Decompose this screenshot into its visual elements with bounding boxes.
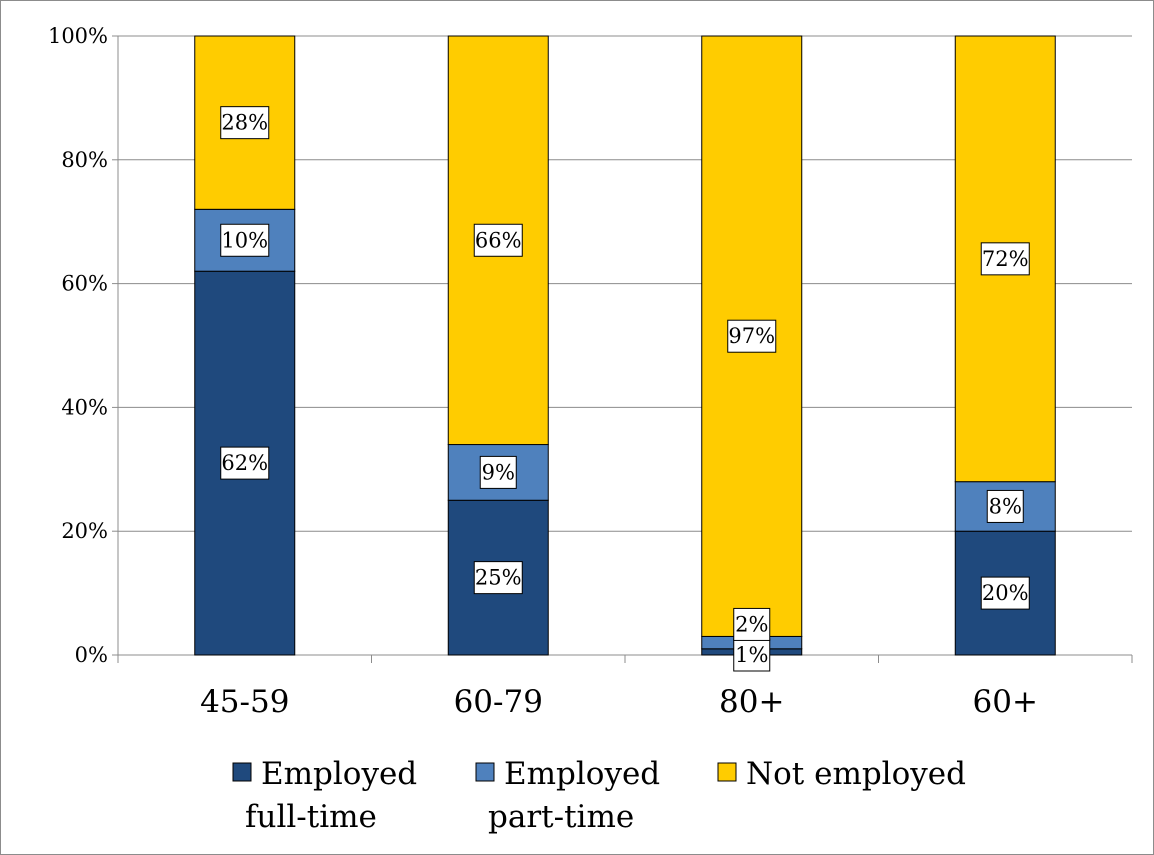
legend-label: part-time [488, 799, 634, 835]
data-label-box [473, 561, 523, 595]
y-tick-label: 100% [48, 24, 108, 48]
data-label: 10% [221, 228, 268, 252]
data-label-box [220, 223, 270, 257]
data-label-box [220, 106, 270, 140]
legend-label: Employed [504, 756, 660, 792]
legend-swatch [475, 762, 495, 782]
data-label-box [473, 223, 523, 257]
data-label: 66% [475, 228, 522, 252]
data-label: 20% [982, 581, 1029, 605]
data-label-box [986, 489, 1024, 523]
x-category-label: 45-59 [200, 684, 289, 720]
legend-swatch [717, 762, 737, 782]
data-label: 8% [989, 494, 1022, 518]
data-label-box [733, 607, 771, 641]
data-label-box [733, 638, 771, 672]
data-label-box [220, 446, 270, 480]
data-label: 9% [482, 460, 515, 484]
data-label: 1% [735, 643, 768, 667]
data-label: 97% [728, 324, 775, 348]
legend-swatch [232, 762, 252, 782]
legend-label: Not employed [746, 756, 966, 792]
y-tick-label: 60% [61, 272, 108, 296]
data-label: 25% [475, 566, 522, 590]
x-category-label: 80+ [719, 684, 784, 720]
data-label-box [980, 576, 1030, 610]
x-category-label: 60+ [973, 684, 1038, 720]
data-label-box [727, 319, 777, 353]
legend-label: full-time [245, 799, 377, 835]
data-label: 28% [221, 111, 268, 135]
y-tick-label: 40% [61, 395, 108, 419]
y-tick-label: 0% [75, 643, 108, 667]
legend-label: Employed [261, 756, 417, 792]
data-label: 2% [735, 612, 768, 636]
data-label-box [980, 242, 1030, 276]
y-tick-label: 20% [61, 519, 108, 543]
data-label-box [479, 455, 517, 489]
data-label: 62% [221, 451, 268, 475]
y-tick-label: 80% [61, 148, 108, 172]
x-category-label: 60-79 [454, 684, 543, 720]
data-label: 72% [982, 247, 1029, 271]
